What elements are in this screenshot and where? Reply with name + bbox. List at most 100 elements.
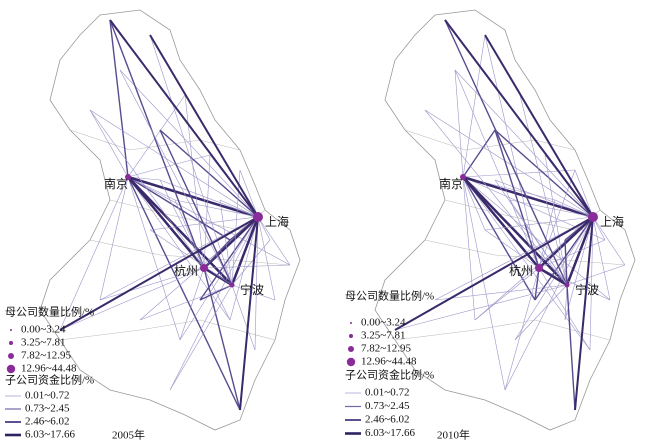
flow-line bbox=[199, 216, 259, 301]
year-label: 2005年 bbox=[112, 428, 145, 442]
flow-line bbox=[174, 199, 205, 269]
flow-line bbox=[109, 19, 205, 269]
flow-line bbox=[231, 239, 271, 286]
flow-line bbox=[462, 34, 486, 178]
city-dot bbox=[200, 264, 208, 272]
flow-line bbox=[149, 34, 259, 218]
legend-label: 3.25~7.81 bbox=[21, 337, 65, 349]
flow-line bbox=[219, 199, 259, 218]
legend-label: 2.46~6.02 bbox=[25, 416, 69, 428]
city-label: 宁波 bbox=[575, 282, 599, 297]
legend-label: 12.96~44.48 bbox=[361, 356, 417, 368]
legend-label: 0.73~2.45 bbox=[365, 400, 410, 412]
flow-line bbox=[59, 176, 129, 331]
flow-line bbox=[127, 176, 231, 321]
flow-line bbox=[534, 216, 594, 301]
flow-line bbox=[119, 69, 259, 218]
flow-line bbox=[462, 176, 506, 391]
flow-line bbox=[109, 19, 259, 218]
flow-line bbox=[462, 176, 540, 269]
flow-line bbox=[127, 176, 233, 286]
flow-line bbox=[127, 176, 241, 411]
city-label: 杭州 bbox=[509, 263, 533, 278]
city-dot bbox=[253, 212, 263, 222]
flow-line bbox=[574, 169, 594, 218]
flow-line bbox=[534, 267, 540, 301]
flow-line bbox=[592, 216, 611, 301]
flow-line bbox=[239, 216, 259, 411]
flow-line bbox=[203, 216, 259, 269]
legend-label: 7.82~12.95 bbox=[361, 343, 411, 355]
flow-line bbox=[219, 199, 233, 286]
flow-line bbox=[203, 267, 231, 321]
flow-line bbox=[59, 216, 259, 331]
flow-line bbox=[494, 179, 594, 218]
city-dot bbox=[460, 174, 466, 180]
legend-label: 0.01~0.72 bbox=[25, 390, 69, 402]
flow-line bbox=[199, 284, 233, 301]
flow-line bbox=[169, 284, 233, 391]
flow-line bbox=[254, 216, 259, 351]
flow-line bbox=[89, 109, 129, 178]
flow-line bbox=[159, 129, 233, 286]
flow-line bbox=[109, 19, 129, 178]
flow-line bbox=[454, 69, 540, 269]
flow-line bbox=[89, 109, 259, 218]
flow-line bbox=[564, 239, 568, 286]
flow-line bbox=[99, 176, 129, 301]
flow-line bbox=[424, 109, 568, 286]
flow-line bbox=[538, 199, 556, 269]
flow-line bbox=[159, 179, 205, 269]
legend-dot bbox=[350, 322, 352, 324]
legend-dot bbox=[9, 341, 13, 345]
flow-line bbox=[494, 179, 568, 286]
flow-line bbox=[462, 176, 536, 301]
flow-line bbox=[504, 216, 594, 391]
flow-line bbox=[564, 284, 568, 321]
legend-label: 7.82~12.95 bbox=[21, 350, 71, 362]
flow-line bbox=[149, 34, 233, 286]
flow-line bbox=[127, 176, 205, 269]
flow-line bbox=[564, 216, 594, 321]
city-label: 上海 bbox=[600, 214, 624, 229]
flow-line bbox=[434, 284, 568, 301]
legend-label: 0.00~3.24 bbox=[361, 317, 406, 329]
flow-line bbox=[203, 154, 211, 269]
flow-line bbox=[462, 176, 486, 231]
flow-line bbox=[538, 239, 606, 269]
flow-line bbox=[434, 216, 594, 301]
legend-dot bbox=[349, 334, 353, 338]
flow-line bbox=[494, 129, 594, 218]
legend-dot bbox=[10, 329, 12, 331]
city-dot bbox=[564, 282, 570, 288]
city-label: 上海 bbox=[265, 214, 289, 229]
flow-line bbox=[231, 169, 241, 286]
legend-title: 子公司资金比例/% bbox=[5, 373, 94, 387]
city-dot bbox=[125, 174, 131, 180]
flow-line bbox=[592, 216, 626, 266]
flow-line bbox=[59, 267, 205, 331]
city-dot bbox=[229, 282, 235, 288]
legend-label: 12.96~44.48 bbox=[21, 363, 77, 375]
flow-line bbox=[566, 264, 626, 286]
legend-dot bbox=[6, 364, 16, 374]
flow-line bbox=[484, 229, 540, 269]
flow-line bbox=[159, 179, 259, 218]
flow-line bbox=[519, 94, 568, 286]
flow-line bbox=[554, 199, 594, 218]
legend-label: 3.25~7.81 bbox=[361, 330, 405, 342]
city-dot bbox=[535, 264, 543, 272]
flow-line bbox=[149, 229, 233, 286]
legend-dot bbox=[346, 357, 356, 367]
legend-dot bbox=[348, 346, 354, 352]
flow-line bbox=[231, 284, 276, 301]
year-label: 2010年 bbox=[437, 428, 470, 442]
flow-line bbox=[574, 216, 594, 411]
flow-line bbox=[444, 19, 568, 286]
legend-label: 0.01~0.72 bbox=[365, 387, 409, 399]
legend-title: 母公司数量比例/% bbox=[345, 289, 434, 303]
flow-line bbox=[127, 175, 259, 219]
flow-line bbox=[229, 216, 259, 321]
legend-dot bbox=[8, 353, 14, 359]
